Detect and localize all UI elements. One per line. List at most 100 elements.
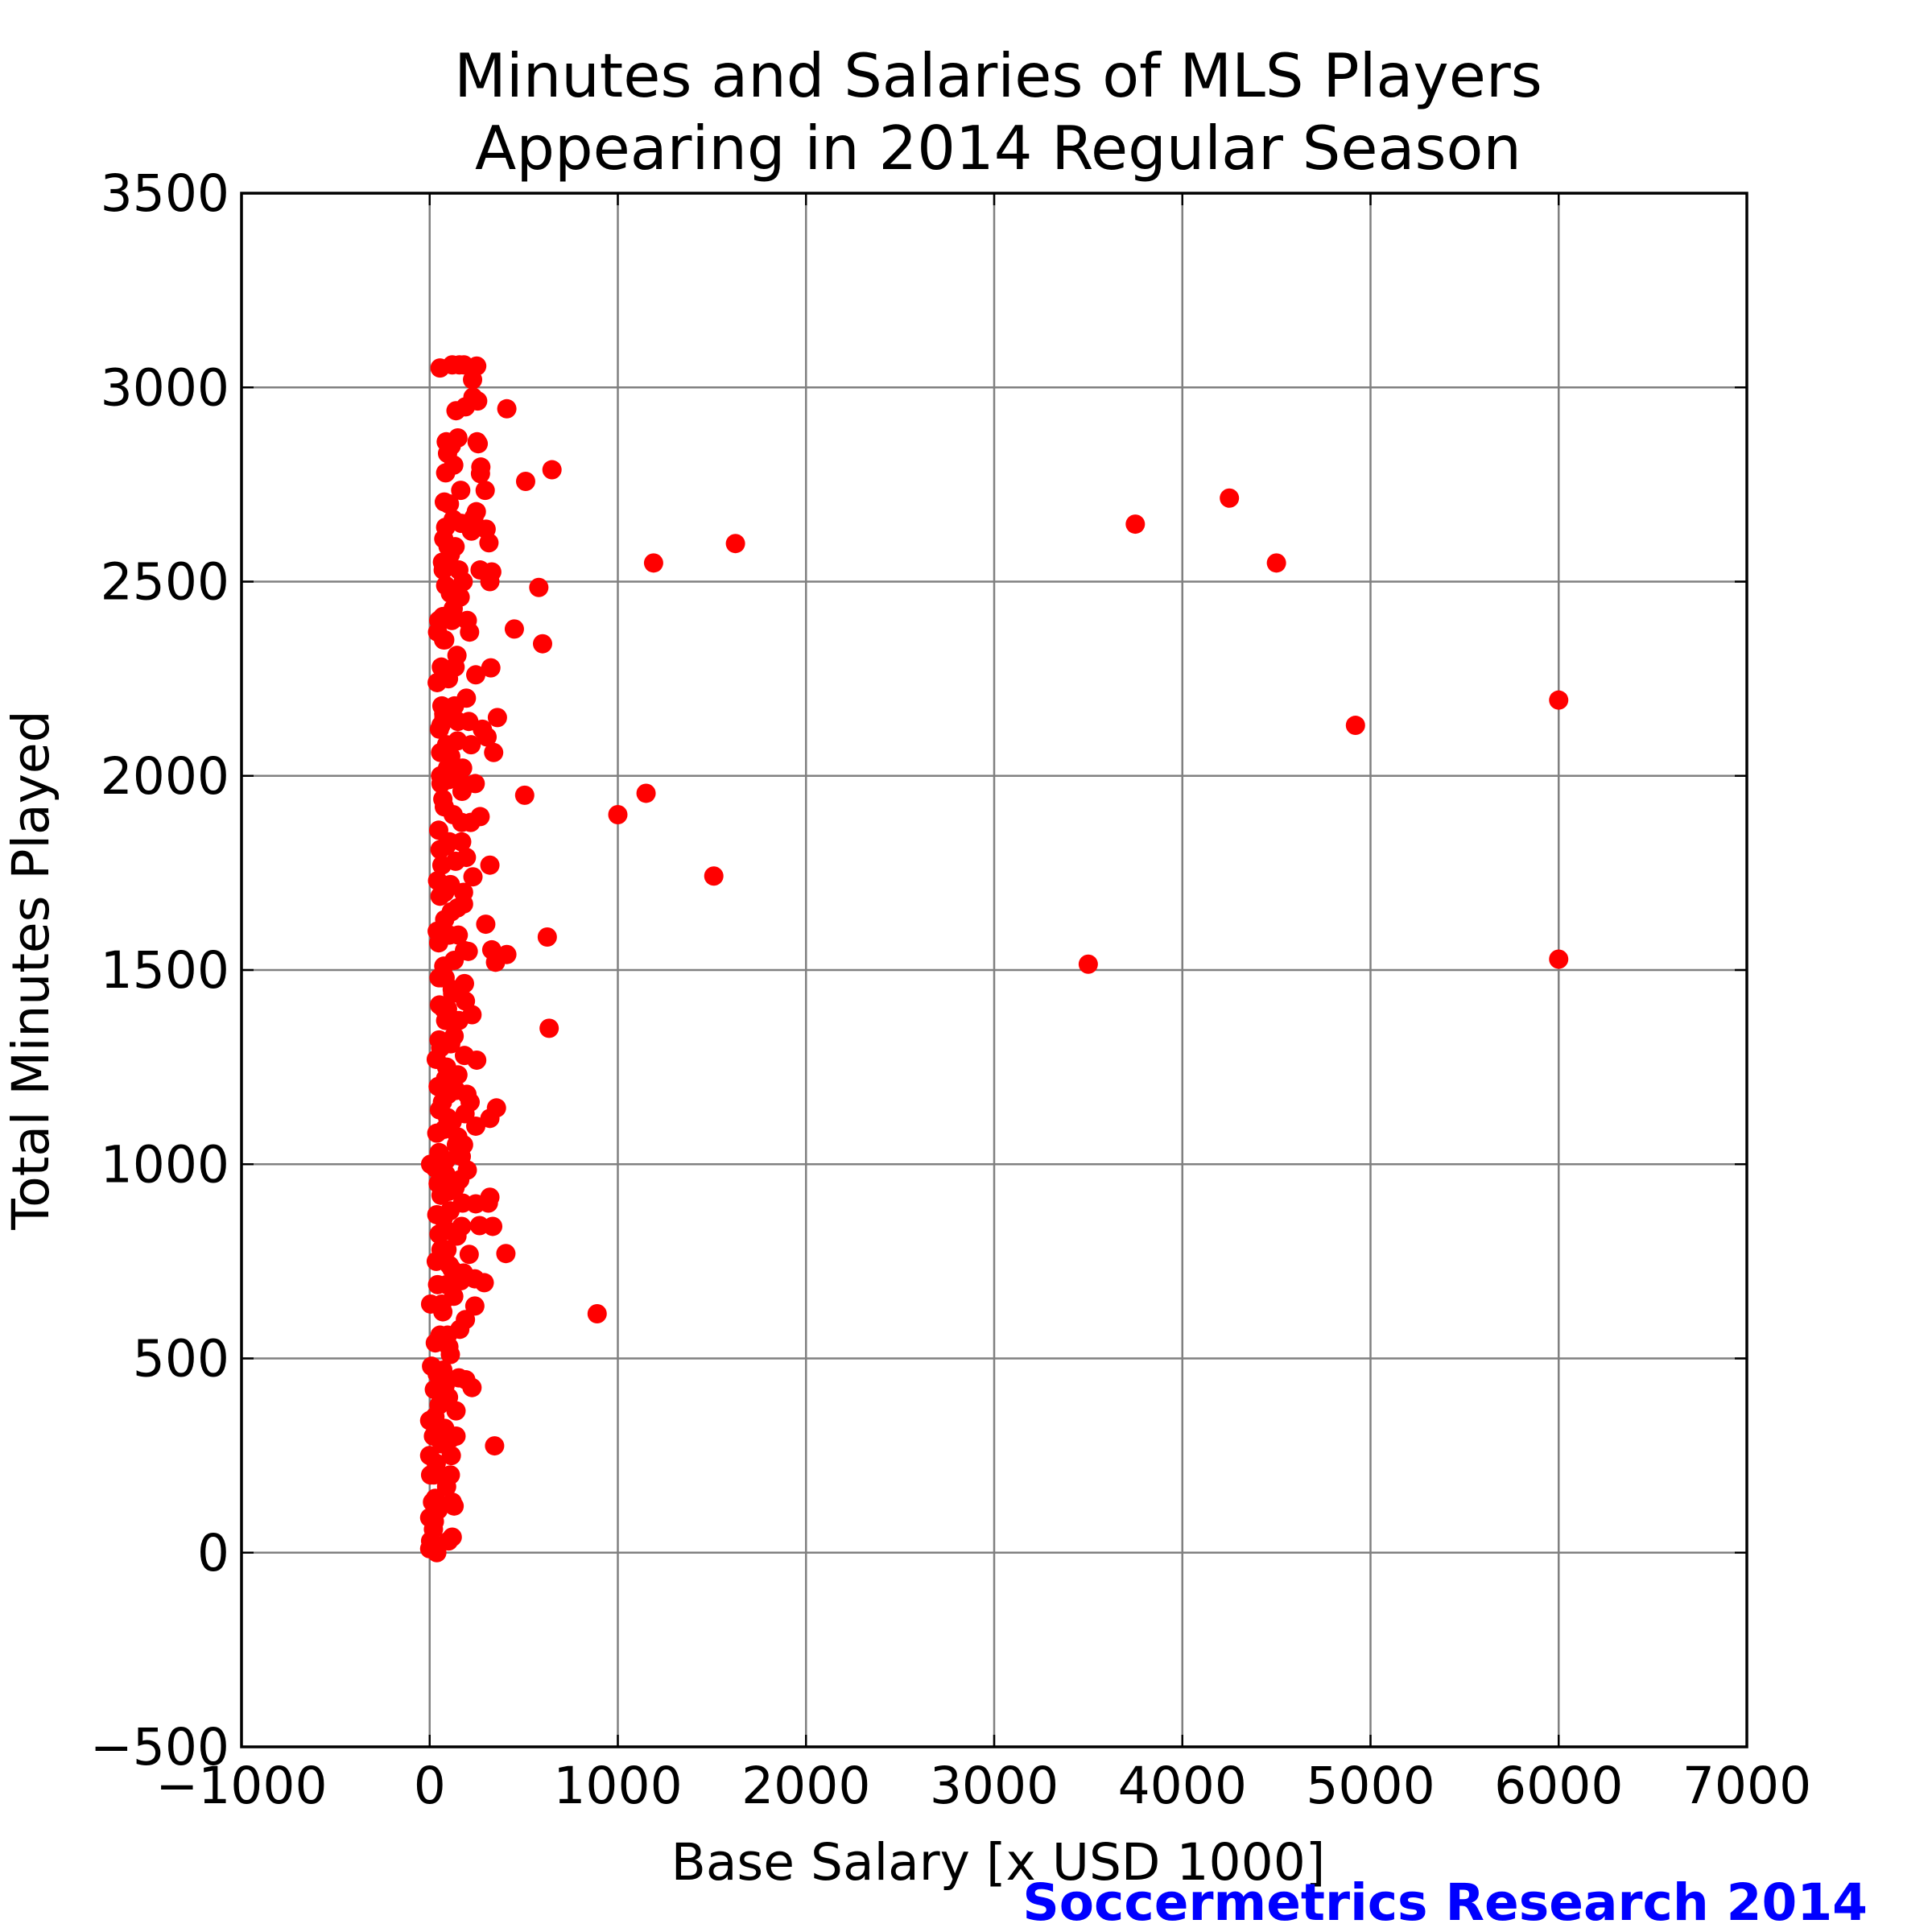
data-point [542, 460, 562, 480]
data-point [444, 1026, 464, 1046]
data-point [431, 766, 451, 786]
y-tick-label: 500 [133, 1330, 229, 1389]
data-point [442, 1527, 462, 1547]
data-point [429, 995, 449, 1015]
y-tick-label: 2500 [101, 553, 229, 612]
data-point [436, 431, 456, 452]
data-point [1266, 553, 1286, 573]
data-point [476, 914, 496, 935]
data-point [446, 401, 466, 421]
data-point [427, 921, 448, 941]
data-point [427, 672, 448, 692]
data-point [457, 610, 477, 630]
data-point [587, 1304, 607, 1324]
data-point [433, 1360, 453, 1380]
data-point [539, 1018, 559, 1038]
x-tick-label: −1000 [155, 1757, 327, 1815]
data-point [1220, 488, 1240, 508]
data-point [435, 882, 455, 902]
data-point [434, 797, 454, 817]
data-point [704, 866, 724, 886]
data-point [481, 658, 501, 678]
data-point [433, 560, 453, 580]
y-tick-label: 3500 [101, 164, 229, 223]
y-axis-tick-labels: −500 0 500 1000 1500 2000 2500 3000 3500 [90, 164, 229, 1777]
data-point [450, 770, 470, 790]
x-tick-label: 0 [414, 1757, 446, 1815]
data-point [484, 742, 504, 762]
chart-title-line-2: Appearing in 2014 Regular Season [475, 113, 1521, 184]
data-point [431, 1294, 452, 1314]
y-tick-label: −500 [90, 1718, 229, 1777]
plot-frame [240, 192, 1748, 1748]
data-point [445, 657, 465, 677]
data-point [420, 1465, 440, 1485]
data-point [444, 1496, 464, 1516]
data-point [470, 560, 490, 580]
data-point [537, 927, 557, 947]
data-point [431, 657, 452, 677]
data-point [448, 560, 469, 580]
data-point [427, 1123, 447, 1143]
data-point [1345, 716, 1365, 736]
data-point [443, 599, 463, 619]
data-point [419, 1446, 440, 1466]
data-point [476, 519, 496, 539]
x-tick-label: 7000 [1682, 1757, 1811, 1815]
data-point [475, 481, 495, 501]
data-point [424, 1380, 444, 1400]
data-point [446, 1426, 466, 1446]
data-point [430, 358, 450, 378]
data-point [436, 1150, 456, 1170]
data-point [1078, 954, 1098, 974]
data-point [441, 1446, 461, 1466]
data-point [427, 1204, 447, 1224]
data-point [469, 1216, 489, 1236]
data-point [459, 1245, 479, 1265]
data-point [514, 785, 535, 805]
grid-lines [240, 192, 1748, 1748]
data-point [453, 1135, 473, 1155]
data-point [435, 968, 455, 988]
x-axis-tick-labels: −1000 0 1000 2000 3000 4000 5000 6000 7000 [155, 1757, 1811, 1815]
data-point [423, 1492, 443, 1513]
x-axis-label: Base Salary [x USD 1000] [671, 1833, 1326, 1892]
data-points [419, 355, 1569, 1563]
data-point [431, 742, 451, 762]
credit-label: Soccermetrics Research 2014 [1022, 1873, 1868, 1932]
data-point [1125, 514, 1146, 535]
data-point [452, 1216, 472, 1236]
data-point [608, 805, 628, 824]
data-point [480, 1108, 500, 1129]
data-point [419, 1410, 440, 1430]
x-tick-label: 4000 [1118, 1757, 1247, 1815]
y-axis-label: Total Minutes Played [2, 710, 60, 1230]
data-point [504, 619, 524, 639]
data-point [1549, 690, 1569, 710]
data-point [434, 630, 454, 650]
data-point [440, 544, 460, 564]
data-point [434, 708, 454, 728]
x-tick-label: 6000 [1494, 1757, 1623, 1815]
x-tick-label: 3000 [930, 1757, 1059, 1815]
data-point [436, 1274, 456, 1294]
data-point [467, 431, 487, 452]
x-tick-label: 2000 [741, 1757, 870, 1815]
x-tick-label: 5000 [1306, 1757, 1435, 1815]
data-point [454, 1046, 474, 1066]
data-point [437, 1325, 457, 1345]
data-point [533, 634, 552, 654]
data-point [436, 1069, 456, 1089]
x-tick-label: 1000 [553, 1757, 682, 1815]
data-point [1549, 949, 1569, 969]
data-point [436, 1010, 456, 1030]
data-point [426, 1049, 446, 1069]
chart-title-line-1: Minutes and Salaries of MLS Players [454, 40, 1542, 111]
data-point [463, 369, 483, 390]
data-point [420, 1154, 440, 1174]
data-point [725, 534, 745, 554]
data-point [453, 882, 473, 902]
data-point [456, 1310, 476, 1330]
data-point [429, 1100, 449, 1120]
